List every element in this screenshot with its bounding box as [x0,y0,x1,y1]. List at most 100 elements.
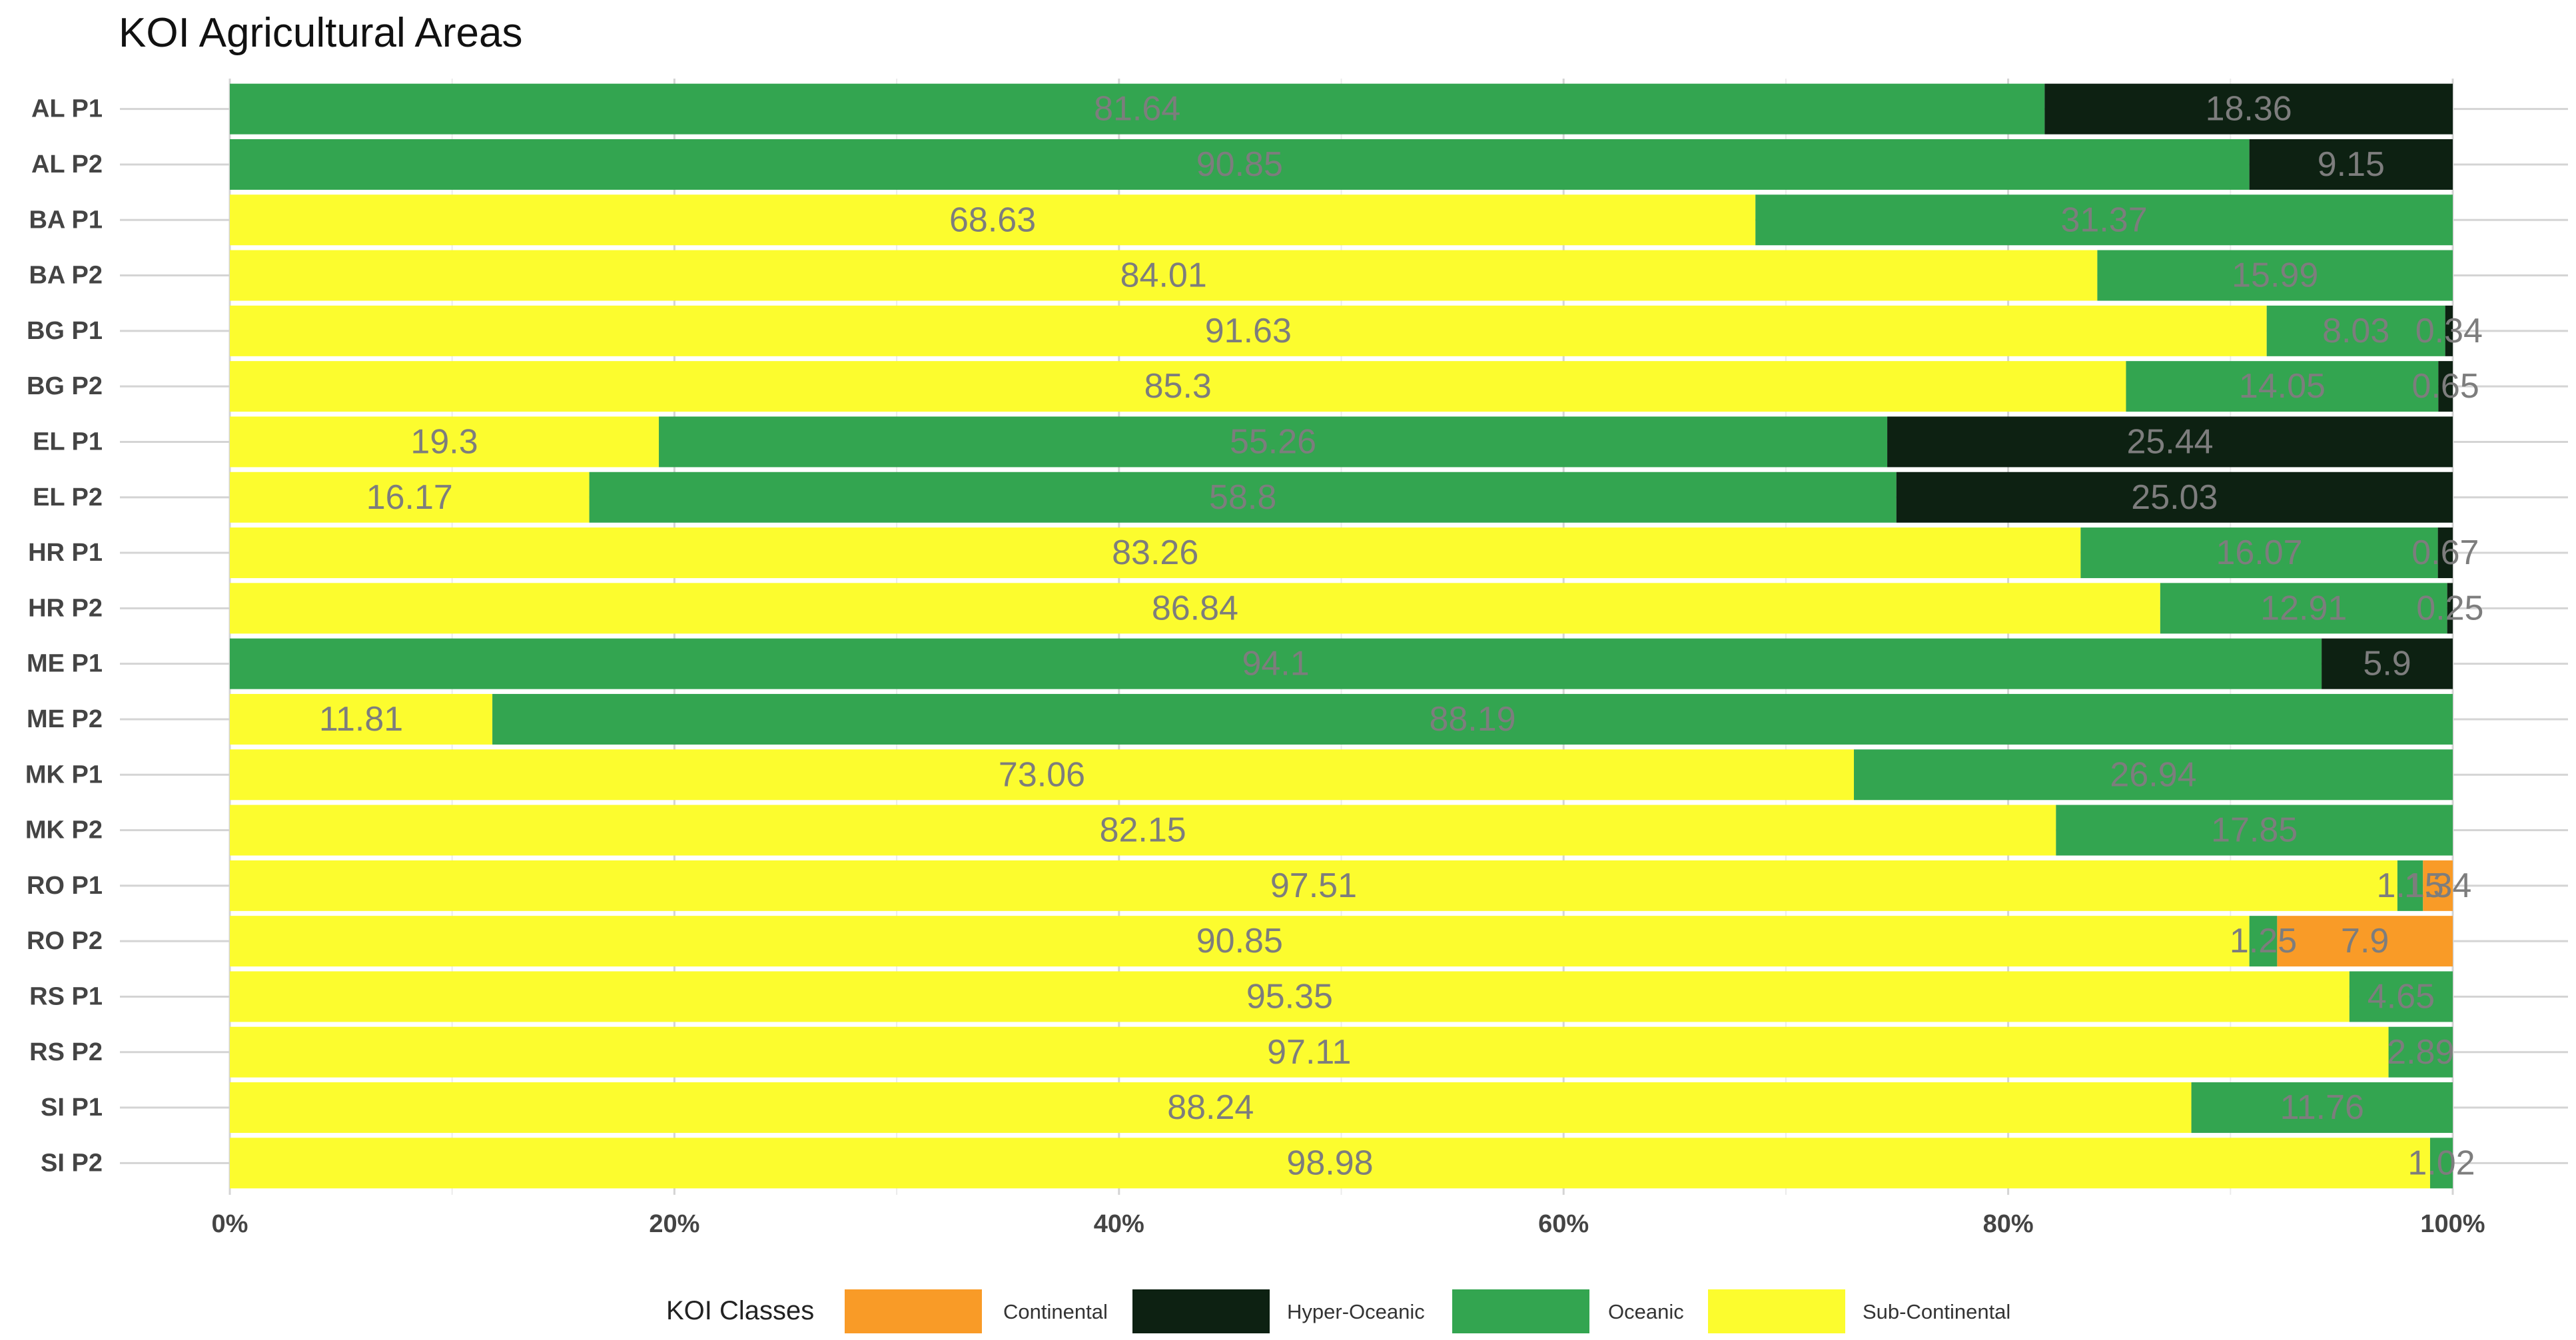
data-label-hr-p2-hyper-oceanic: 0.25 [2416,589,2483,627]
data-labels: 81.64 18.36 90.85 9.15 68.63 31.37 84.01 15.99 9… [319,90,2484,1183]
bar-al-p2-oceanic [230,139,2250,190]
bar-bg-p2-sub-continental [230,361,2126,412]
data-label-bg-p1-oceanic: 8.03 [2322,312,2389,350]
data-label-rs-p1-oceanic: 4.65 [2367,977,2435,1016]
bar-ro-p1-sub-continental [230,860,2397,911]
bar-el-p1-sub-continental [230,416,659,468]
data-label-el-p2-hyper-oceanic: 25.03 [2131,478,2218,517]
bar-bg-p1-oceanic [2266,305,2445,356]
bar-rs-p2-oceanic [2388,1026,2453,1078]
data-label-hr-p1-sub-continental: 83.26 [1112,533,1198,572]
data-label-bg-p1-hyper-oceanic: 0.34 [2415,312,2483,350]
y-tick-label-hr-p2: HR P2 [28,594,103,622]
x-tick-label-40: 40% [1094,1210,1144,1238]
bar-ba-p2-oceanic [2097,250,2453,301]
y-tick-label-me-p1: ME P1 [27,650,103,678]
data-label-hr-p1-oceanic: 16.07 [2216,533,2302,572]
data-label-hr-p2-oceanic: 12.91 [2260,589,2347,627]
legend-label-oceanic: Oceanic [1608,1300,1684,1323]
bar-me-p2-sub-continental [230,693,493,745]
data-label-al-p1-hyper-oceanic: 18.36 [2206,90,2292,129]
data-label-el-p1-hyper-oceanic: 25.44 [2126,422,2213,461]
legend: KOI Classes Continental Hyper-Oceanic Oc… [0,1279,2576,1333]
bar-el-p1-oceanic [659,416,1888,468]
data-label-me-p1-hyper-oceanic: 5.9 [2363,645,2411,683]
bar-ba-p1-sub-continental [230,194,1756,246]
bar-mk-p1-oceanic [1854,749,2453,801]
bar-ro-p2-continental [2277,916,2453,967]
data-label-rs-p2-oceanic: 2.89 [2387,1033,2454,1072]
bar-ro-p2-oceanic [2249,916,2278,967]
data-label-ro-p1-continental: 1.34 [2404,866,2471,905]
bar-ro-p1-oceanic [2397,860,2423,911]
data-label-mk-p1-sub-continental: 73.06 [999,755,1085,794]
data-label-ba-p2-sub-continental: 84.01 [1120,256,1207,295]
bar-si-p1-oceanic [2191,1082,2453,1134]
legend-swatch-sub-continental [1708,1289,1845,1333]
bar-hr-p1-hyper-oceanic [2437,527,2453,579]
bar-ba-p2-sub-continental [230,250,2098,301]
data-label-bg-p1-sub-continental: 91.63 [1205,312,1292,350]
legend-swatch-continental [845,1289,982,1333]
data-label-ro-p1-sub-continental: 97.51 [1270,866,1357,905]
data-label-me-p2-sub-continental: 11.81 [319,700,403,739]
bar-al-p1-hyper-oceanic [2044,83,2453,135]
bar-el-p2-sub-continental [230,472,590,523]
data-label-si-p1-sub-continental: 88.24 [1167,1088,1254,1127]
y-tick-label-mk-p2: MK P2 [25,817,103,844]
data-label-al-p1-oceanic: 81.64 [1094,90,1180,129]
bar-el-p1-hyper-oceanic [1887,416,2453,468]
x-tick-label-60: 60% [1538,1210,1589,1238]
bar-me-p2-oceanic [492,693,2453,745]
data-label-me-p2-oceanic: 88.19 [1429,700,1515,739]
y-tick-label-hr-p1: HR P1 [28,539,103,567]
bar-bg-p1-hyper-oceanic [2445,305,2453,356]
bar-si-p1-sub-continental [230,1082,2192,1134]
y-tick-label-bg-p1: BG P1 [27,317,103,345]
data-label-mk-p1-oceanic: 26.94 [2110,755,2196,794]
bar-rs-p2-sub-continental [230,1026,2389,1078]
y-tick-label-el-p2: EL P2 [33,484,103,511]
data-label-ro-p1-oceanic: 1.15 [2376,866,2443,905]
data-label-hr-p2-sub-continental: 86.84 [1152,589,1238,627]
data-label-ro-p2-continental: 7.9 [2341,922,2389,960]
y-tick-label-rs-p2: RS P2 [29,1038,103,1066]
bar-ba-p1-oceanic [1755,194,2453,246]
bar-me-p1-hyper-oceanic [2322,638,2453,689]
data-label-si-p1-oceanic: 11.76 [2280,1088,2364,1127]
bar-el-p2-hyper-oceanic [1896,472,2453,523]
legend-swatch-hyper-oceanic [1132,1289,1270,1333]
bar-el-p2-oceanic [589,472,1897,523]
data-label-ro-p2-sub-continental: 90.85 [1196,922,1283,960]
data-label-ba-p1-oceanic: 31.37 [2061,200,2148,239]
legend-swatch-oceanic [1452,1289,1589,1333]
bar-hr-p2-sub-continental [230,583,2160,634]
bar-si-p2-sub-continental [230,1138,2430,1189]
data-label-rs-p2-sub-continental: 97.11 [1267,1033,1351,1072]
x-tick-label-0: 0% [212,1210,248,1238]
chart-title: KOI Agricultural Areas [119,10,523,56]
bar-hr-p1-sub-continental [230,527,2081,579]
bar-bg-p2-hyper-oceanic [2438,361,2453,412]
bar-al-p2-hyper-oceanic [2249,139,2453,190]
y-tick-label-mk-p1: MK P1 [25,761,103,789]
bar-bg-p1-sub-continental [230,305,2267,356]
bar-hr-p1-oceanic [2080,527,2438,579]
data-label-ba-p2-oceanic: 15.99 [2232,256,2318,295]
bar-me-p1-oceanic [230,638,2322,689]
y-tick-label-ba-p1: BA P1 [29,206,103,234]
data-label-si-p2-oceanic: 1.02 [2407,1144,2475,1182]
data-label-si-p2-sub-continental: 98.98 [1286,1144,1373,1182]
data-label-mk-p2-sub-continental: 82.15 [1100,811,1186,850]
bar-mk-p2-sub-continental [230,805,2056,856]
y-tick-label-rs-p1: RS P1 [29,982,103,1010]
bar-al-p1-oceanic [230,83,2045,135]
data-label-el-p1-oceanic: 55.26 [1230,422,1316,461]
bar-mk-p1-sub-continental [230,749,1855,801]
bar-rs-p1-oceanic [2349,971,2453,1022]
bar-bg-p2-oceanic [2126,361,2439,412]
bar-si-p2-oceanic [2429,1138,2453,1189]
y-tick-label-me-p2: ME P2 [27,705,103,733]
legend-label-sub-continental: Sub-Continental [1863,1300,2011,1323]
legend-label-hyper-oceanic: Hyper-Oceanic [1287,1300,1425,1323]
